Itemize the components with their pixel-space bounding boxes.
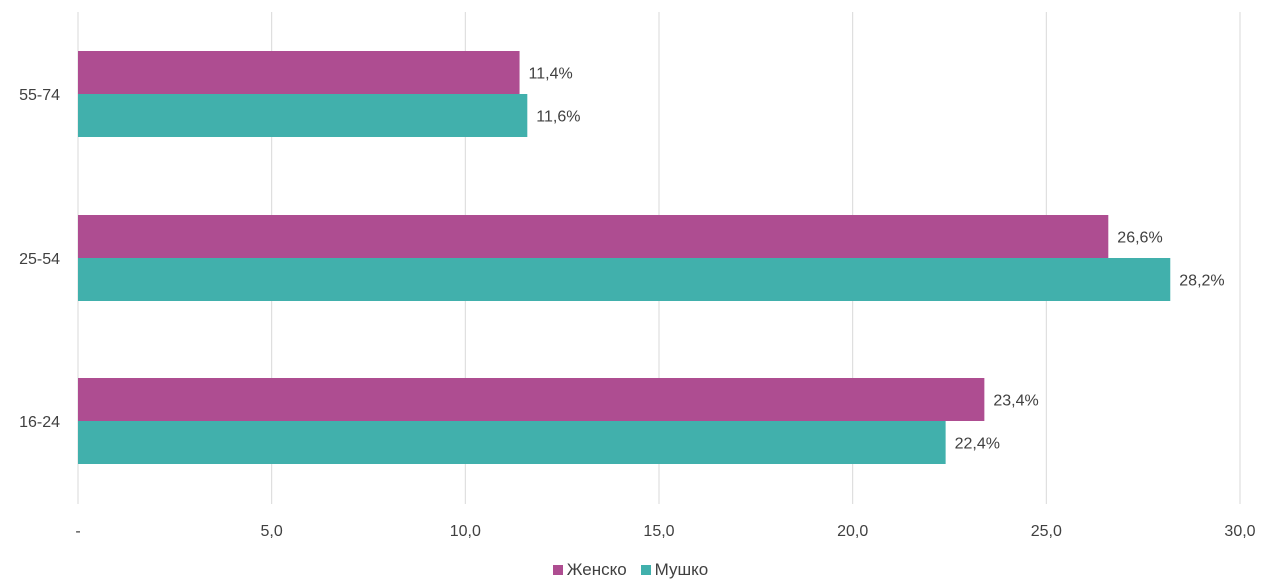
bar-male [78,258,1171,301]
category-label: 16-24 [19,414,60,431]
legend-item-male: Мушко [640,560,709,580]
x-tick-label: 20,0 [837,523,868,540]
bar-female [78,215,1109,258]
legend: Женско Мушко [0,560,1261,580]
legend-label-male: Мушко [654,560,709,579]
legend-swatch-male [640,565,651,575]
category-label: 55-74 [19,87,60,104]
data-label: 23,4% [993,393,1038,410]
x-tick-labels: - 5,0 10,0 15,0 20,0 25,0 30,0 [75,523,1255,540]
category-label: 25-54 [19,251,60,268]
legend-item-female: Женско [552,560,627,580]
data-label: 11,4% [529,66,573,83]
x-tick-label: - [75,523,80,540]
legend-label-female: Женско [566,560,627,579]
x-tick-label: 25,0 [1031,523,1062,540]
data-label: 11,6% [536,109,580,126]
legend-swatch-female [552,565,563,575]
data-label: 22,4% [955,436,1000,453]
data-label: 28,2% [1179,273,1224,290]
bar-female [78,51,520,94]
x-tick-label: 15,0 [643,523,674,540]
data-label: 26,6% [1117,230,1162,247]
bar-male [78,421,946,464]
data-labels: 11,4% 11,6% 26,6% 28,2% 23,4% 22,4% [529,66,1225,453]
x-tick-label: 30,0 [1224,523,1255,540]
category-labels: 55-74 25-54 16-24 [19,87,60,431]
x-tick-label: 5,0 [261,523,283,540]
bar-male [78,94,528,137]
bars [78,51,1171,464]
x-tick-label: 10,0 [450,523,481,540]
bar-female [78,378,985,421]
